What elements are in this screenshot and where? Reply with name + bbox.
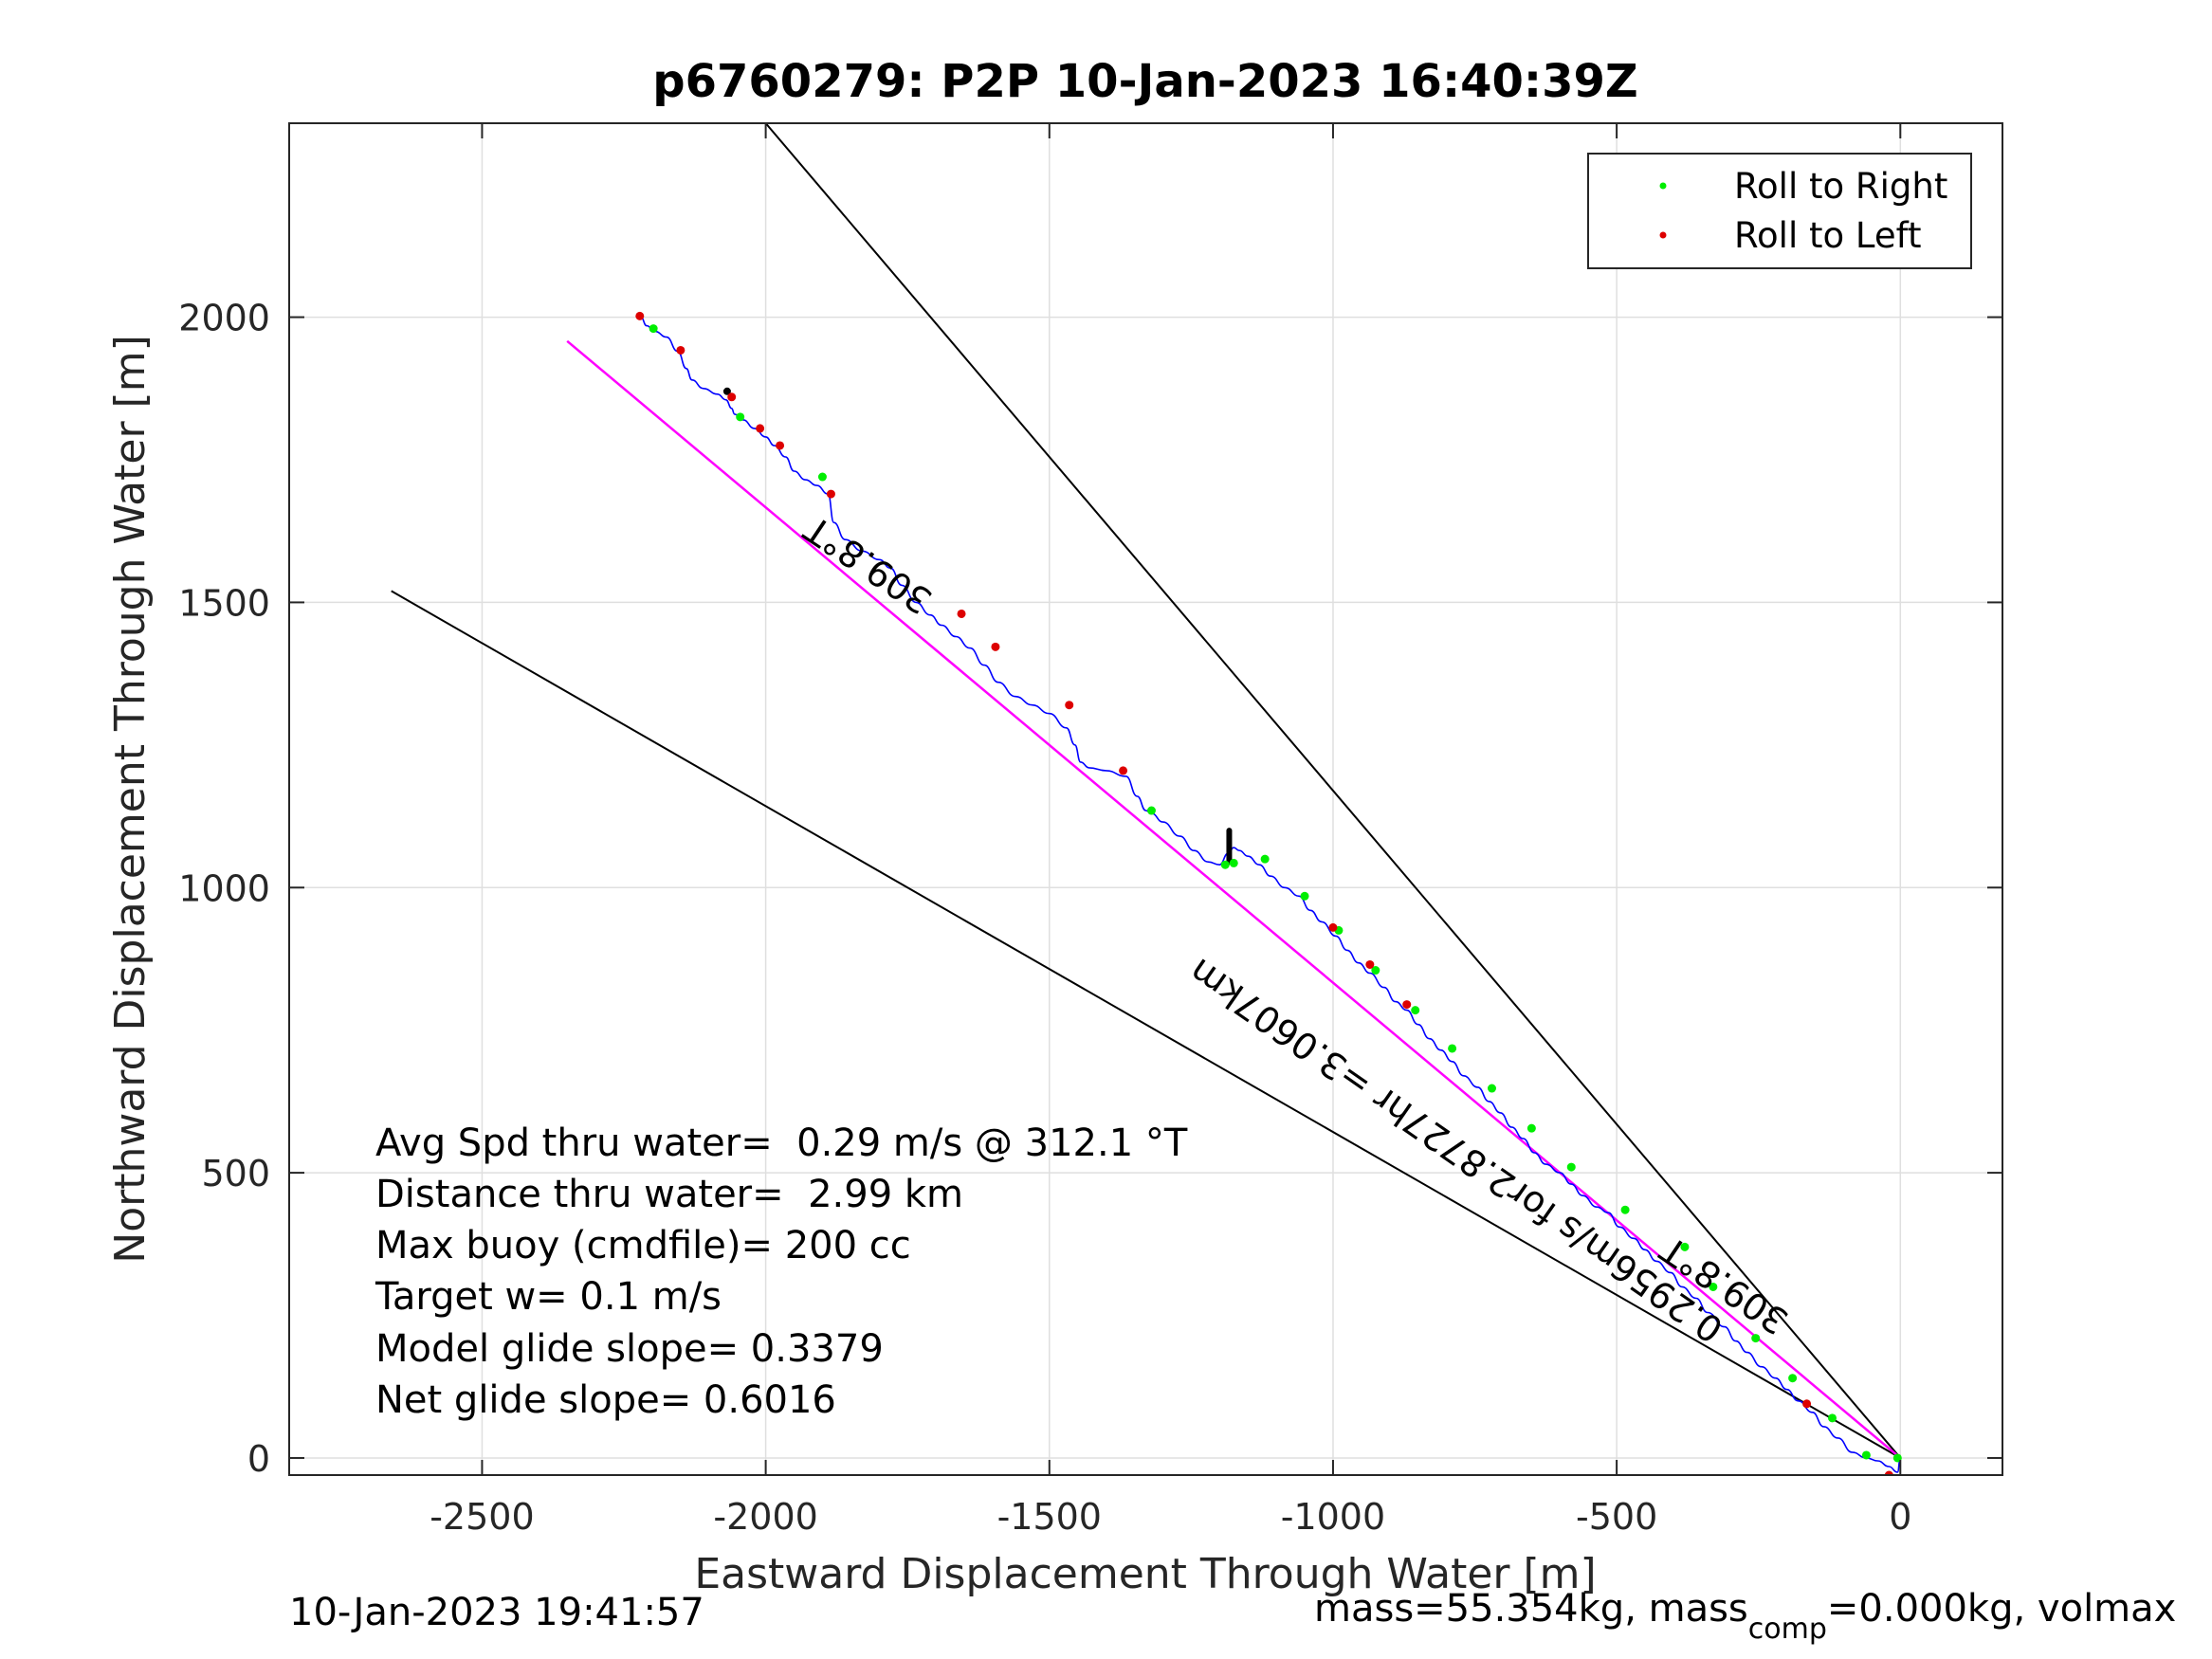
legend: Roll to Right Roll to Left	[1587, 153, 1972, 269]
x-tick-label: -2500	[430, 1496, 534, 1538]
stat-line: Avg Spd thru water= 0.29 m/s @ 312.1 °T	[375, 1121, 1188, 1165]
y-axis-label: Northward Displacement Through Water [m]	[106, 335, 155, 1263]
y-tick-label: 0	[247, 1438, 270, 1480]
roll-right-point	[1487, 1084, 1496, 1093]
roll-left-point	[957, 609, 966, 618]
roll-right-point	[1566, 1162, 1576, 1172]
footer-mass-subscript: comp	[1748, 1613, 1827, 1646]
roll-right-point	[1751, 1334, 1761, 1343]
roll-left-point	[1119, 766, 1128, 775]
footer-mass-text-end: =0.000kg, volmax	[1827, 1587, 2176, 1631]
legend-label-roll-right: Roll to Right	[1734, 166, 1947, 207]
roll-left-point	[676, 345, 686, 355]
roll-left-point	[635, 311, 645, 320]
roll-right-point	[1620, 1205, 1630, 1214]
roll-left-point	[826, 489, 835, 499]
x-axis-label: Eastward Displacement Through Water [m]	[694, 1550, 1596, 1598]
x-tick-label: 0	[1889, 1496, 1911, 1538]
roll-right-point	[1709, 1282, 1718, 1291]
roll-left-point	[756, 424, 765, 433]
roll-right-point	[1788, 1374, 1798, 1383]
roll-right-point	[1861, 1450, 1871, 1460]
roll-left-point	[1402, 1000, 1412, 1010]
stats-text: Avg Spd thru water= 0.29 m/s @ 312.1 °T …	[375, 1121, 1188, 1422]
roll-right-point	[1371, 966, 1380, 975]
roll-right-point	[1300, 891, 1309, 901]
roll-right-point	[1680, 1242, 1690, 1251]
roll-right-point	[817, 472, 827, 482]
roll-left-point	[1065, 701, 1074, 710]
y-tick-label: 2000	[178, 298, 270, 339]
legend-marker-roll-right	[1659, 182, 1667, 190]
roll-right-point	[1448, 1044, 1457, 1053]
y-tick-label: 1000	[178, 867, 270, 909]
grid	[289, 123, 2002, 1475]
y-tick-label: 500	[201, 1153, 270, 1194]
x-tick-label: -1000	[1281, 1496, 1385, 1538]
roll-right-point	[1827, 1413, 1837, 1423]
chart-title: p6760279: P2P 10-Jan-2023 16:40:39Z	[652, 55, 1637, 108]
roll-right-point	[736, 412, 745, 422]
ticks: -2500 -2000 -1500 -1000 -500 0 0 500 1000 1500 200…	[178, 123, 2002, 1538]
y-tick-label: 1500	[178, 582, 270, 624]
x-tick-label: -500	[1576, 1496, 1657, 1538]
reference-line	[391, 590, 1901, 1459]
stat-line: Distance thru water= 2.99 km	[375, 1173, 963, 1216]
roll-left-point	[1884, 1470, 1893, 1475]
axes-box	[288, 122, 2003, 1476]
stat-line: Model glide slope= 0.3379	[375, 1327, 884, 1371]
stat-line: Target w= 0.1 m/s	[375, 1275, 722, 1319]
surface-mark	[722, 387, 731, 395]
x-tick-label: -1500	[997, 1496, 1102, 1538]
x-tick-label: -2000	[713, 1496, 817, 1538]
roll-right-point	[1146, 806, 1156, 815]
roll-left-point	[1328, 922, 1338, 932]
legend-label-roll-left: Roll to Left	[1734, 215, 1922, 256]
footer-timestamp: 10-Jan-2023 19:41:57	[289, 1591, 704, 1634]
legend-marker-roll-left	[1659, 231, 1667, 239]
plot-area	[391, 123, 1902, 1475]
roll-right-point	[1260, 854, 1270, 864]
roll-right-point	[1229, 858, 1238, 867]
stat-line: Max buoy (cmdfile)= 200 cc	[375, 1224, 911, 1267]
roll-right-point	[649, 324, 658, 334]
glider-track	[640, 316, 1902, 1473]
roll-left-point	[991, 642, 1000, 651]
stat-line: Net glide slope= 0.6016	[375, 1378, 836, 1422]
roll-left-point	[727, 392, 737, 402]
roll-right-point	[1220, 860, 1230, 869]
footer-mass-info: mass=55.354kg, masscomp=0.000kg, volmax	[1314, 1587, 2176, 1646]
roll-right-point	[1411, 1006, 1420, 1015]
reference-line	[764, 123, 1902, 1459]
footer-mass-text: mass=55.354kg, mass	[1314, 1587, 1748, 1631]
net-displacement-line	[566, 339, 1902, 1459]
roll-left-point	[1802, 1399, 1812, 1409]
roll-left-point	[776, 441, 785, 450]
roll-left-point	[1365, 959, 1375, 969]
roll-right-point	[1526, 1123, 1536, 1133]
